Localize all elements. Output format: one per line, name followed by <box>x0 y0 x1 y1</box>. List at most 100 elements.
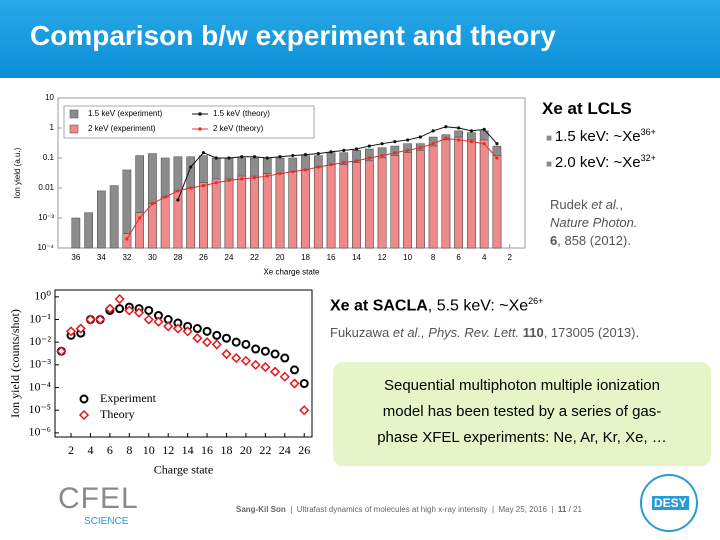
point <box>75 323 86 334</box>
note-line: model has been tested by a series of gas… <box>382 403 662 420</box>
x-tick-label: 4 <box>87 443 93 457</box>
ref-volume: 110 <box>519 325 544 340</box>
bar <box>339 164 349 249</box>
point <box>240 355 251 366</box>
bar <box>160 196 170 249</box>
bar <box>122 233 132 249</box>
point <box>495 156 499 160</box>
point <box>143 314 154 325</box>
point <box>214 156 218 160</box>
bar <box>84 212 93 249</box>
point <box>176 189 180 193</box>
point <box>342 148 346 152</box>
x-tick-label: 4 <box>482 253 487 262</box>
x-tick-label: 20 <box>276 253 285 262</box>
desy-logo: DESY <box>640 474 698 532</box>
legend-label: Theory <box>100 407 135 421</box>
point <box>56 346 67 357</box>
point <box>150 202 155 206</box>
footer-total: / 21 <box>568 505 582 514</box>
footer-date: May 25, 2016 <box>498 505 547 514</box>
point <box>133 307 145 318</box>
point <box>280 353 290 363</box>
point <box>211 339 222 350</box>
point <box>201 151 206 155</box>
bar <box>275 173 285 249</box>
bar <box>199 182 208 249</box>
point <box>380 154 384 158</box>
y-axis-label: Ion yield (counts/shot) <box>8 309 22 418</box>
bar <box>288 171 298 249</box>
point <box>176 198 180 202</box>
lcls-heading: Xe at LCLS <box>542 99 632 118</box>
note-line: phase XFEL experiments: Ne, Ar, Kr, Xe, … <box>377 429 667 446</box>
point <box>250 359 261 370</box>
bar <box>71 217 81 249</box>
bar <box>313 166 323 249</box>
x-tick-label: 26 <box>199 253 208 262</box>
x-tick-label: 22 <box>250 253 259 262</box>
point <box>221 333 231 343</box>
x-tick-label: 30 <box>148 253 157 262</box>
bar <box>352 162 361 249</box>
x-tick-label: 6 <box>107 443 113 457</box>
y-tick-label: 10⁻³ <box>29 357 51 371</box>
point <box>231 352 242 364</box>
point <box>104 303 115 314</box>
point <box>418 135 422 139</box>
x-tick-label: 6 <box>456 253 461 262</box>
point <box>240 177 244 181</box>
ref-journal: , Phys. Rev. Lett. <box>421 325 520 340</box>
bar <box>250 175 259 249</box>
point <box>444 136 448 141</box>
x-tick-label: 32 <box>122 253 131 262</box>
bullet-sup: 36+ <box>640 127 656 137</box>
point <box>299 379 309 389</box>
point <box>290 365 300 375</box>
point <box>153 316 164 327</box>
plot-area <box>54 289 313 438</box>
point <box>469 129 474 133</box>
x-tick-label: 18 <box>301 253 310 262</box>
sacla-sup: 26+ <box>528 296 544 306</box>
point <box>303 152 308 157</box>
point <box>316 165 320 169</box>
y-tick-label: 10⁻⁶ <box>28 425 51 439</box>
point <box>163 321 174 332</box>
bar <box>97 190 106 249</box>
point <box>367 144 371 148</box>
y-tick-label: 0.1 <box>43 153 55 162</box>
point <box>270 366 281 377</box>
point <box>125 237 129 241</box>
x-tick-label: 12 <box>162 443 174 457</box>
point <box>241 339 251 349</box>
point <box>469 140 474 144</box>
x-tick-label: 36 <box>71 253 80 262</box>
legend <box>63 105 315 139</box>
point <box>163 195 167 199</box>
bar <box>211 178 221 249</box>
footer-page: 11 <box>557 505 567 514</box>
point <box>202 326 212 336</box>
bar <box>416 150 425 249</box>
point <box>354 159 359 163</box>
line <box>177 126 498 201</box>
x-tick-label: 16 <box>201 443 213 457</box>
x-tick-label: 18 <box>220 443 232 457</box>
bar <box>479 139 489 249</box>
point <box>65 326 77 337</box>
x-tick-label: 2 <box>68 443 74 457</box>
point <box>495 142 499 146</box>
bar <box>301 169 310 249</box>
point <box>227 156 231 160</box>
note-box: Sequential multiphoton multiple ionizati… <box>333 362 711 466</box>
bar <box>237 175 247 249</box>
bullet-text: 1.5 keV: ~Xe <box>554 128 641 145</box>
sacla-text: , 5.5 keV: ~Xe <box>427 297 529 315</box>
point <box>406 138 410 142</box>
point <box>278 155 282 159</box>
ref-author: Fukuzawa <box>330 325 393 340</box>
lcls-ref: Rudek et al., Nature Photon. 6, 858 (201… <box>550 197 638 248</box>
point <box>221 348 232 360</box>
